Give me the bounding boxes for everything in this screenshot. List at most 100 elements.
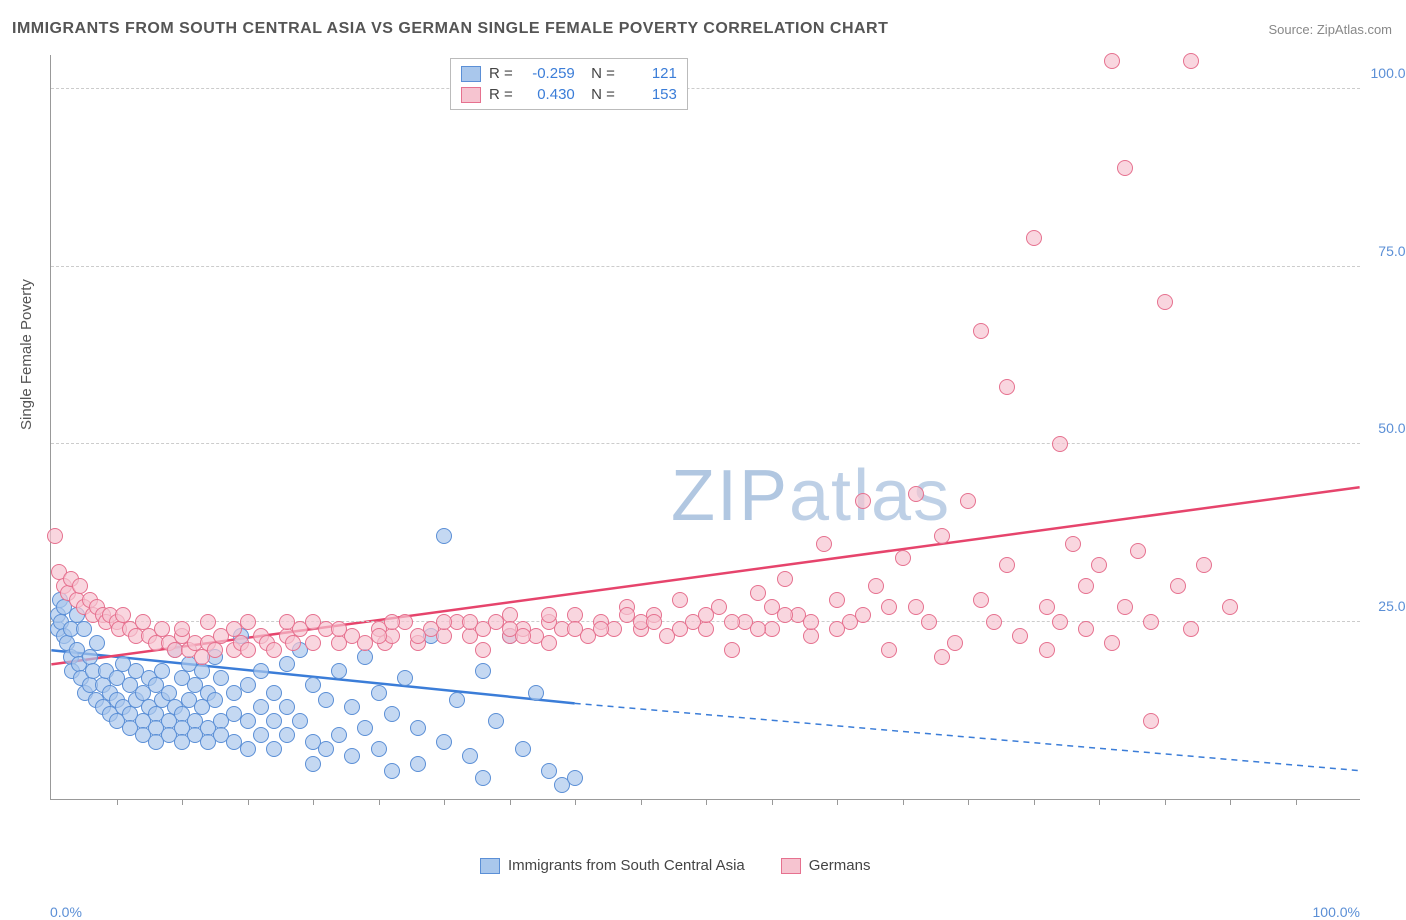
data-point xyxy=(344,748,360,764)
data-point xyxy=(357,649,373,665)
data-point xyxy=(436,628,452,644)
x-tick xyxy=(182,799,183,805)
data-point xyxy=(1012,628,1028,644)
legend-swatch-2b xyxy=(781,858,801,874)
legend-row-series2: R = 0.430 N = 153 xyxy=(461,84,677,105)
data-point xyxy=(410,628,426,644)
data-point xyxy=(371,741,387,757)
data-point xyxy=(279,727,295,743)
legend-item-2: Germans xyxy=(781,857,871,874)
y-gridline xyxy=(51,443,1360,444)
data-point xyxy=(541,763,557,779)
x-tick xyxy=(772,799,773,805)
data-point xyxy=(462,748,478,764)
data-point xyxy=(750,621,766,637)
data-point xyxy=(174,621,190,637)
data-point xyxy=(72,578,88,594)
n-value-1: 121 xyxy=(623,65,677,82)
data-point xyxy=(76,621,92,637)
x-tick xyxy=(444,799,445,805)
data-point xyxy=(449,692,465,708)
data-point xyxy=(305,614,321,630)
data-point xyxy=(1091,557,1107,573)
data-point xyxy=(672,621,688,637)
x-tick xyxy=(1099,799,1100,805)
n-value-2: 153 xyxy=(623,86,677,103)
data-point xyxy=(960,493,976,509)
n-label: N = xyxy=(583,65,615,82)
data-point xyxy=(777,607,793,623)
legend-item-1: Immigrants from South Central Asia xyxy=(480,857,745,874)
data-point xyxy=(279,699,295,715)
x-tick xyxy=(641,799,642,805)
data-point xyxy=(672,592,688,608)
data-point xyxy=(331,621,347,637)
data-point xyxy=(1039,642,1055,658)
legend-swatch-1b xyxy=(480,858,500,874)
data-point xyxy=(777,571,793,587)
data-point xyxy=(1183,53,1199,69)
data-point xyxy=(1170,578,1186,594)
data-point xyxy=(475,770,491,786)
data-point xyxy=(436,528,452,544)
data-point xyxy=(1078,578,1094,594)
data-point xyxy=(240,677,256,693)
data-point xyxy=(266,642,282,658)
legend-row-series1: R = -0.259 N = 121 xyxy=(461,63,677,84)
data-point xyxy=(462,614,478,630)
x-tick xyxy=(1296,799,1297,805)
data-point xyxy=(1052,436,1068,452)
legend-swatch-2 xyxy=(461,87,481,103)
x-tick xyxy=(313,799,314,805)
data-point xyxy=(344,699,360,715)
data-point xyxy=(1196,557,1212,573)
data-point xyxy=(279,614,295,630)
data-point xyxy=(488,713,504,729)
x-tick xyxy=(117,799,118,805)
data-point xyxy=(226,621,242,637)
data-point xyxy=(816,536,832,552)
data-point xyxy=(999,557,1015,573)
x-tick xyxy=(575,799,576,805)
data-point xyxy=(1104,635,1120,651)
r-label: R = xyxy=(489,86,513,103)
data-point xyxy=(646,614,662,630)
data-point xyxy=(1026,230,1042,246)
data-point xyxy=(724,642,740,658)
data-point xyxy=(371,628,387,644)
r-label: R = xyxy=(489,65,513,82)
data-point xyxy=(253,727,269,743)
data-point xyxy=(567,770,583,786)
x-tick xyxy=(903,799,904,805)
data-point xyxy=(253,663,269,679)
data-point xyxy=(567,621,583,637)
data-point xyxy=(475,663,491,679)
n-label: N = xyxy=(583,86,615,103)
data-point xyxy=(1222,599,1238,615)
x-tick xyxy=(510,799,511,805)
data-point xyxy=(1130,543,1146,559)
data-point xyxy=(541,607,557,623)
scatter-chart: ZIPatlas 25.0%50.0%75.0%100.0% xyxy=(50,55,1360,800)
data-point xyxy=(266,685,282,701)
data-point xyxy=(410,756,426,772)
series-name-1: Immigrants from South Central Asia xyxy=(508,857,745,874)
data-point xyxy=(973,592,989,608)
y-axis-title: Single Female Poverty xyxy=(18,279,35,430)
data-point xyxy=(207,642,223,658)
data-point xyxy=(698,607,714,623)
data-point xyxy=(881,642,897,658)
x-tick xyxy=(1165,799,1166,805)
data-point xyxy=(253,699,269,715)
data-point xyxy=(803,628,819,644)
data-point xyxy=(305,635,321,651)
x-tick xyxy=(379,799,380,805)
data-point xyxy=(829,592,845,608)
data-point xyxy=(154,663,170,679)
data-point xyxy=(292,713,308,729)
data-point xyxy=(436,734,452,750)
series-legend: Immigrants from South Central Asia Germa… xyxy=(480,857,870,874)
data-point xyxy=(436,614,452,630)
data-point xyxy=(1143,614,1159,630)
data-point xyxy=(1117,160,1133,176)
